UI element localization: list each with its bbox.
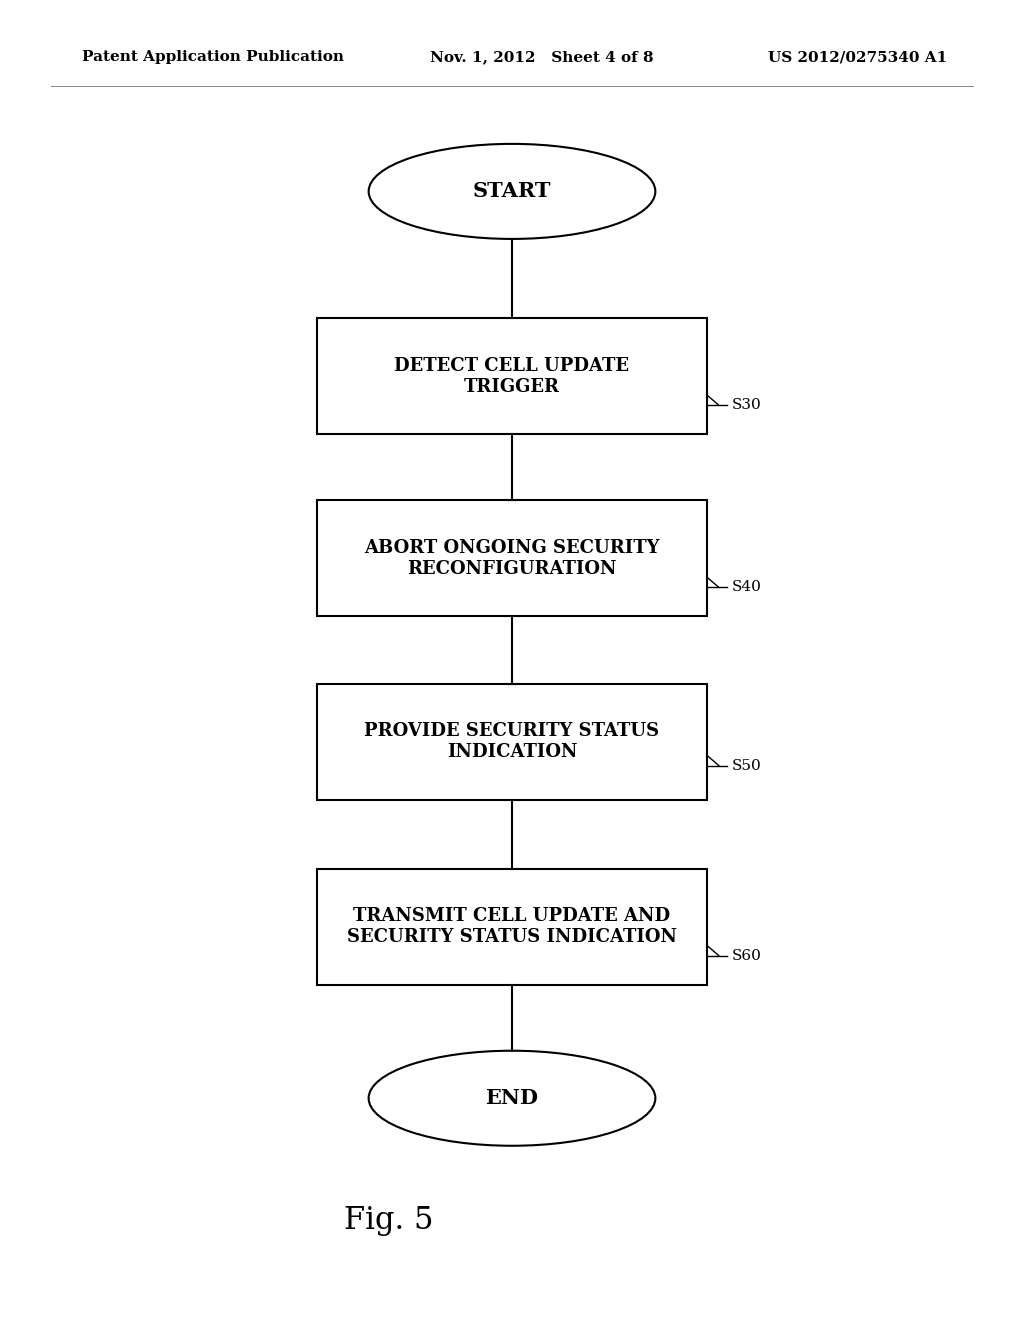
Text: S50: S50 (732, 759, 762, 772)
Text: S60: S60 (732, 949, 762, 962)
Text: END: END (485, 1088, 539, 1109)
Text: Patent Application Publication: Patent Application Publication (82, 50, 344, 65)
Text: S40: S40 (732, 581, 762, 594)
Text: TRANSMIT CELL UPDATE AND
SECURITY STATUS INDICATION: TRANSMIT CELL UPDATE AND SECURITY STATUS… (347, 907, 677, 946)
Text: DETECT CELL UPDATE
TRIGGER: DETECT CELL UPDATE TRIGGER (394, 356, 630, 396)
Text: START: START (473, 181, 551, 202)
Text: PROVIDE SECURITY STATUS
INDICATION: PROVIDE SECURITY STATUS INDICATION (365, 722, 659, 762)
Text: US 2012/0275340 A1: US 2012/0275340 A1 (768, 50, 947, 65)
Text: Fig. 5: Fig. 5 (344, 1205, 434, 1237)
Text: ABORT ONGOING SECURITY
RECONFIGURATION: ABORT ONGOING SECURITY RECONFIGURATION (365, 539, 659, 578)
Text: S30: S30 (732, 399, 762, 412)
Text: Nov. 1, 2012   Sheet 4 of 8: Nov. 1, 2012 Sheet 4 of 8 (430, 50, 653, 65)
